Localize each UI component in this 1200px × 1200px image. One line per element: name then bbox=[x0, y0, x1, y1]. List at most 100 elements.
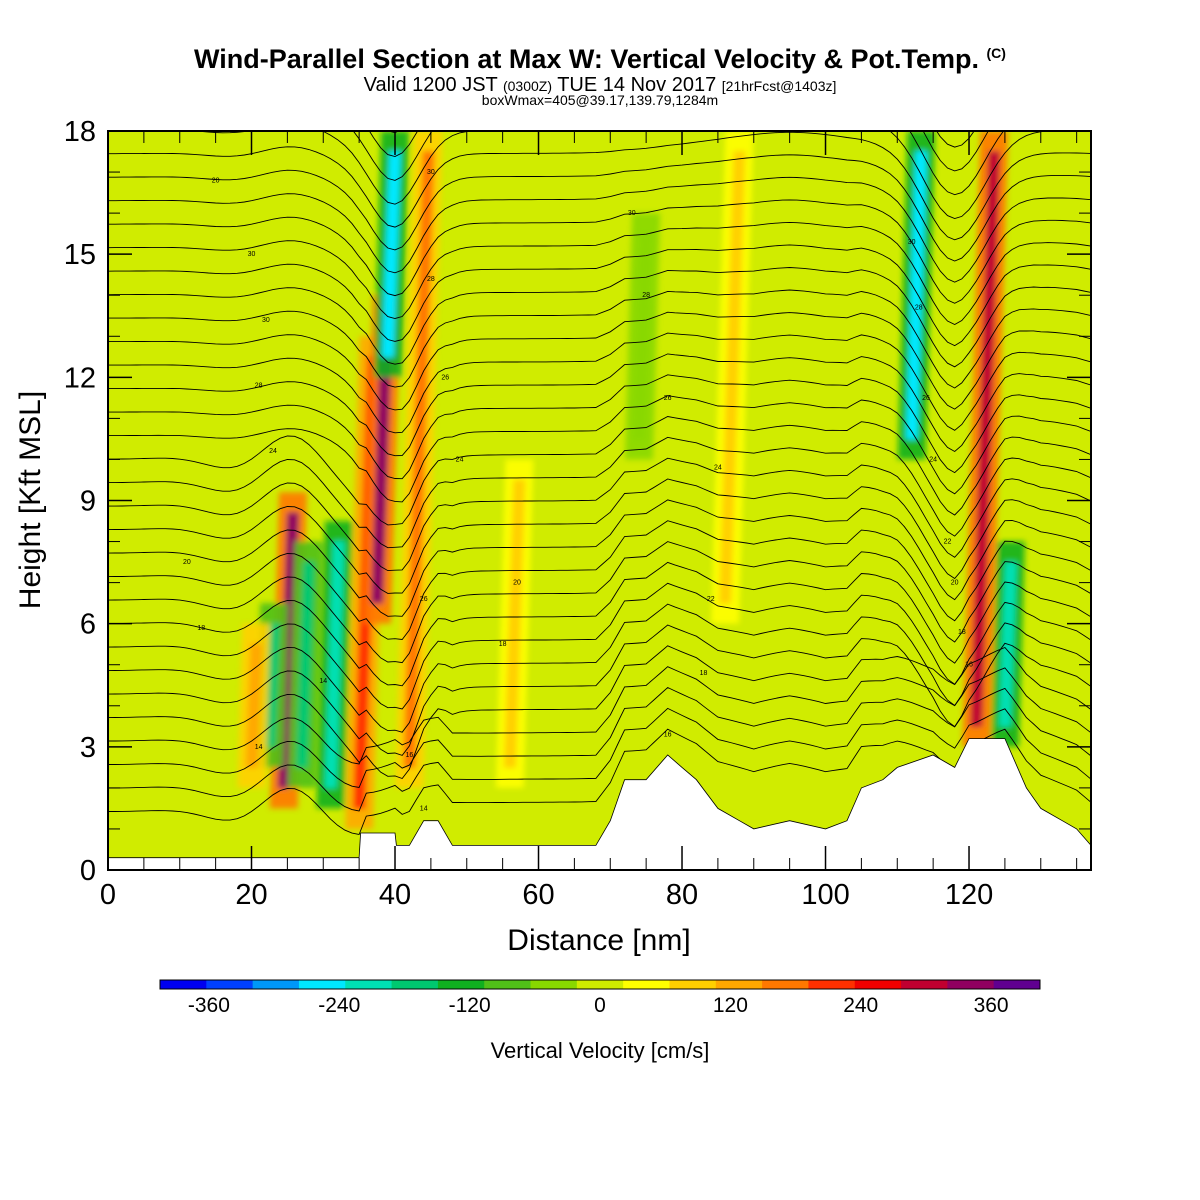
theta-contour bbox=[108, 267, 1091, 368]
velocity-band-core bbox=[503, 479, 526, 768]
theta-contour bbox=[108, 311, 1091, 411]
theta-contour bbox=[108, 520, 1091, 640]
colorbar-swatch bbox=[762, 980, 809, 989]
potential-temperature-contours: 20 30 30 28 24 20 18 14 16 14 26 30 28 26 24 20 18 30 28 26… bbox=[108, 131, 1091, 836]
x-tick-label: 60 bbox=[522, 879, 554, 911]
valid-date: TUE 14 Nov 2017 bbox=[557, 74, 717, 96]
colorbar-swatch bbox=[669, 980, 717, 989]
colorbar-tick-label: 240 bbox=[843, 994, 878, 1017]
y-axis-label: Height [Kft MSL] bbox=[14, 391, 47, 609]
box-info: boxWmax=405@39.17,139.79,1284m bbox=[481, 92, 719, 108]
colorbar-label: Vertical Velocity [cm/s] bbox=[491, 1038, 710, 1063]
contour-label: 28 bbox=[915, 305, 923, 312]
contour-label: 24 bbox=[714, 465, 722, 472]
colorbar-swatch bbox=[993, 980, 1041, 989]
theta-contour bbox=[352, 131, 1005, 196]
velocity-band-core bbox=[403, 151, 435, 768]
contour-label: 18 bbox=[197, 625, 205, 632]
axes: 0 20 40 60 80 100 120 0 3 6 9 12 15 18 bbox=[64, 116, 1091, 911]
contour-label: 16 bbox=[405, 752, 413, 759]
theta-contour bbox=[108, 221, 1091, 326]
theta-contour bbox=[108, 353, 1091, 457]
x-tick-label: 20 bbox=[235, 879, 267, 911]
colorbar-swatch bbox=[206, 980, 254, 989]
colorbar-swatch bbox=[345, 980, 393, 989]
contour-label: 16 bbox=[664, 732, 672, 739]
forecast-info: [21hrFcst@1403z] bbox=[721, 78, 837, 94]
contour-label: 30 bbox=[262, 317, 270, 324]
velocity-band-core bbox=[245, 643, 263, 768]
contour-label: 26 bbox=[420, 596, 428, 603]
valid-utc: (0300Z) bbox=[502, 78, 553, 94]
contour-label: 22 bbox=[944, 539, 952, 546]
contour-label: 24 bbox=[929, 456, 937, 463]
velocity-band-core bbox=[719, 151, 746, 604]
contour-label: 30 bbox=[628, 210, 636, 217]
x-tick-label: 80 bbox=[666, 879, 698, 911]
theta-contour bbox=[108, 561, 1091, 687]
colorbar-swatch bbox=[901, 980, 948, 989]
theta-contour bbox=[187, 131, 1055, 219]
terrain-mask bbox=[107, 738, 1092, 871]
colorbar-tick-label: -120 bbox=[449, 994, 491, 1017]
contour-label: 30 bbox=[248, 251, 256, 258]
contour-label: 22 bbox=[707, 596, 715, 603]
x-tick-label: 100 bbox=[801, 879, 849, 911]
contour-label: 30 bbox=[427, 169, 435, 176]
velocity-band-core bbox=[632, 233, 653, 440]
colorbar-swatch bbox=[576, 980, 624, 989]
contour-label: 16 bbox=[965, 662, 973, 669]
theta-contour bbox=[108, 416, 1091, 526]
contour-label: 30 bbox=[908, 239, 916, 246]
contour-label: 14 bbox=[255, 744, 263, 751]
contour-label: 20 bbox=[183, 559, 191, 566]
y-tick-label: 18 bbox=[64, 116, 96, 148]
theta-contour bbox=[108, 176, 1091, 283]
theta-contour bbox=[108, 582, 1091, 710]
theta-contour bbox=[108, 728, 1091, 836]
chart-title-text: Wind-Parallel Section at Max W: Vertical… bbox=[194, 44, 979, 74]
velocity-band-core bbox=[295, 561, 315, 768]
colorbar-tick-label: 0 bbox=[594, 994, 606, 1017]
theta-contour bbox=[108, 289, 1091, 389]
colorbar-tick-label: 360 bbox=[974, 994, 1009, 1017]
x-tick-label: 0 bbox=[100, 879, 116, 911]
contour-label: 20 bbox=[212, 177, 220, 184]
theta-contour bbox=[368, 131, 989, 172]
theta-contour bbox=[108, 603, 1091, 733]
theta-contour bbox=[108, 199, 1091, 304]
contour-label: 24 bbox=[456, 456, 464, 463]
theta-contour bbox=[108, 478, 1091, 594]
contour-label: 28 bbox=[255, 383, 263, 390]
contour-label: 28 bbox=[642, 292, 650, 299]
contour-label: 14 bbox=[319, 678, 327, 685]
y-tick-label: 9 bbox=[80, 486, 96, 518]
contour-label: 20 bbox=[951, 580, 959, 587]
contour-label: 28 bbox=[427, 276, 435, 283]
vertical-velocity-field bbox=[108, 131, 1091, 870]
y-tick-label: 0 bbox=[80, 855, 96, 887]
contour-label: 18 bbox=[499, 641, 507, 648]
contour-label: 24 bbox=[269, 448, 277, 455]
theta-contour bbox=[108, 624, 1091, 756]
theta-contour bbox=[108, 395, 1091, 503]
y-tick-label: 6 bbox=[80, 609, 96, 641]
valid-time: Valid 1200 JST bbox=[363, 74, 498, 96]
colorbar-swatch bbox=[947, 980, 995, 989]
colorbar-swatch bbox=[437, 980, 485, 989]
contour-label: 26 bbox=[441, 374, 449, 381]
theta-contour bbox=[108, 131, 1091, 241]
contour-label: 26 bbox=[922, 395, 930, 402]
y-tick-label: 12 bbox=[64, 362, 96, 394]
contour-label: 26 bbox=[664, 395, 672, 402]
valid-time-line: Valid 1200 JST (0300Z) TUE 14 Nov 2017 [… bbox=[0, 74, 1200, 97]
colorbar-tick-label: 120 bbox=[713, 994, 748, 1017]
velocity-band-core bbox=[381, 151, 402, 358]
theta-contour bbox=[108, 244, 1091, 347]
colorbar-swatch bbox=[715, 980, 763, 989]
colorbar-swatch bbox=[252, 980, 300, 989]
theta-contour bbox=[108, 154, 1091, 262]
colorbar-swatch bbox=[623, 980, 670, 989]
y-tick-label: 15 bbox=[64, 239, 96, 271]
